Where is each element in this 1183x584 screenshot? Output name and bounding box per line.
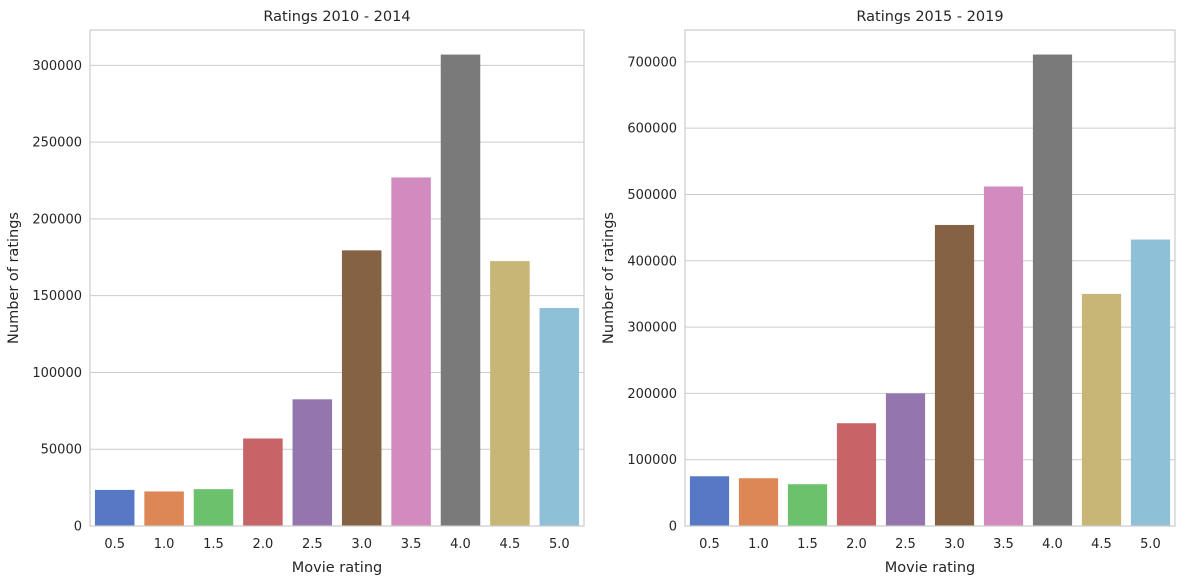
bar-rating-4-0: [1032, 54, 1073, 526]
x-tick-label: 2.0: [846, 537, 867, 552]
bar-rating-3-5: [391, 177, 431, 526]
y-tick-label: 300000: [627, 321, 677, 336]
x-tick-label: 4.5: [1091, 537, 1112, 552]
x-tick-label: 1.5: [797, 537, 818, 552]
bar-rating-1-0: [144, 491, 184, 526]
y-tick-label: 0: [669, 520, 677, 535]
y-tick-label: 200000: [32, 212, 82, 227]
axes-frame: [684, 29, 1176, 527]
bar-rating-0-5: [94, 489, 135, 526]
bar-rating-4-5: [1081, 293, 1122, 526]
y-axis-label: Number of ratings: [6, 212, 22, 344]
bar-rating-5-0: [539, 307, 580, 526]
y-tick-label: 600000: [627, 122, 677, 137]
bar-rating-3-0: [341, 250, 382, 526]
bar-rating-2-5: [885, 393, 926, 526]
bar-rating-1-0: [738, 478, 779, 526]
bar-rating-1-5: [193, 489, 234, 526]
y-tick-label: 150000: [32, 289, 82, 304]
x-tick-label: 4.0: [1042, 537, 1063, 552]
y-tick-label: 300000: [32, 59, 82, 74]
bar-rating-4-5: [490, 261, 530, 526]
y-tick-label: 500000: [627, 188, 677, 203]
x-tick-label: 5.0: [1140, 537, 1161, 552]
y-tick-label: 200000: [627, 387, 677, 402]
x-tick-label: 3.5: [993, 537, 1014, 552]
x-tick-label: 1.0: [154, 537, 175, 552]
x-tick-label: 3.0: [944, 537, 965, 552]
x-tick-label: 0.5: [104, 537, 125, 552]
y-tick-label: 250000: [32, 136, 82, 151]
chart-title: Ratings 2010 - 2014: [263, 9, 410, 25]
y-tick-label: 700000: [627, 55, 677, 70]
bar-rating-3-0: [934, 224, 975, 526]
bar-rating-0-5: [689, 476, 730, 526]
y-tick-label: 100000: [32, 366, 82, 381]
x-tick-label: 3.5: [401, 537, 422, 552]
chart-ratings-2015-2019: Ratings 2015 - 2019 Movie rating Number …: [601, 9, 1176, 576]
x-tick-label: 2.5: [895, 537, 916, 552]
axes-frame: [89, 29, 585, 527]
bar-rating-2-5: [292, 399, 333, 526]
y-axis-label: Number of ratings: [601, 212, 617, 344]
x-tick-label: 3.0: [351, 537, 372, 552]
y-tick-label: 400000: [627, 254, 677, 269]
chart-title: Ratings 2015 - 2019: [856, 9, 1003, 25]
x-tick-label: 2.0: [253, 537, 274, 552]
y-tick-label: 100000: [627, 453, 677, 468]
y-tick-label: 0: [74, 520, 82, 535]
x-axis-label: Movie rating: [292, 560, 382, 576]
bar-rating-1-5: [787, 484, 828, 526]
x-tick-label: 4.0: [450, 537, 471, 552]
x-tick-label: 1.0: [748, 537, 769, 552]
bar-rating-2-0: [243, 438, 283, 526]
bar-rating-4-0: [440, 54, 481, 526]
bar-rating-3-5: [983, 186, 1024, 526]
x-tick-label: 1.5: [203, 537, 224, 552]
chart-ratings-2010-2014: Ratings 2010 - 2014 Movie rating Number …: [6, 9, 585, 576]
x-axis-label: Movie rating: [885, 560, 975, 576]
y-tick-label: 50000: [41, 443, 82, 458]
bar-rating-5-0: [1130, 239, 1171, 526]
x-tick-label: 4.5: [500, 537, 521, 552]
x-tick-label: 0.5: [699, 537, 720, 552]
x-tick-label: 2.5: [302, 537, 323, 552]
x-tick-label: 5.0: [549, 537, 570, 552]
bar-rating-2-0: [836, 423, 877, 526]
